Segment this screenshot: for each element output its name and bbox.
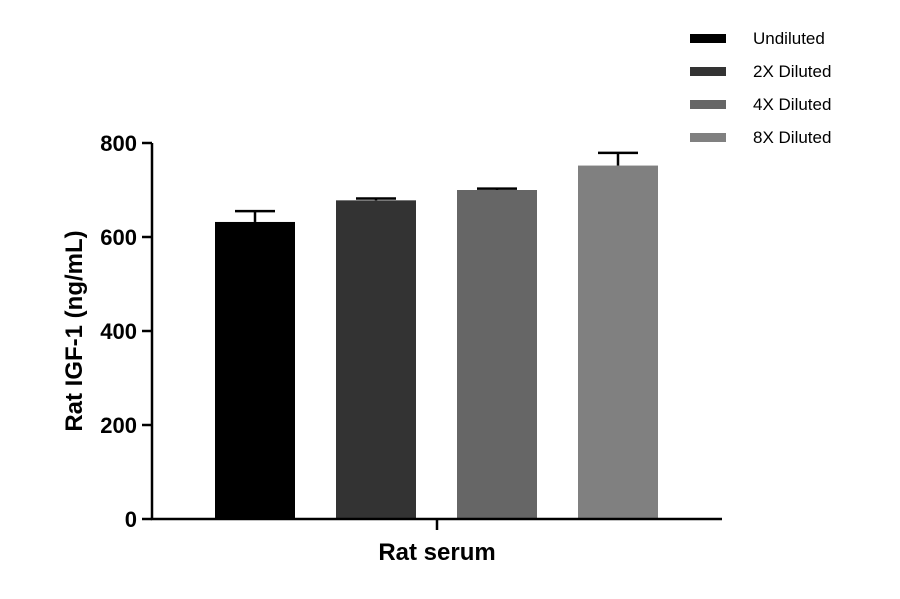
legend-label: 8X Diluted [753,128,831,147]
legend-swatch [690,133,726,142]
y-tick-label: 600 [100,225,137,250]
bar-8x-diluted [578,165,658,519]
legend-swatch [690,67,726,76]
bar-undiluted [215,221,295,519]
legend-label: 2X Diluted [753,62,831,81]
y-axis-title: Rat IGF-1 (ng/mL) [61,230,88,431]
bar-4x-diluted [457,190,537,519]
y-tick-label: 800 [100,131,137,156]
legend-swatch [690,34,726,43]
bars-layer [215,165,658,519]
bar-2x-diluted [336,200,416,519]
error-bars-layer [235,151,638,222]
y-ticks-layer: 0 200 400 600 800 [100,131,152,532]
y-tick-label: 200 [100,413,137,438]
legend-label: 4X Diluted [753,95,831,114]
y-tick-label: 400 [100,319,137,344]
legend: Undiluted 2X Diluted 4X Diluted 8X Diluted [690,29,831,147]
x-axis-title: Rat serum [378,539,495,566]
legend-swatch [690,100,726,109]
legend-label: Undiluted [753,29,825,48]
y-tick-label: 0 [125,507,137,532]
